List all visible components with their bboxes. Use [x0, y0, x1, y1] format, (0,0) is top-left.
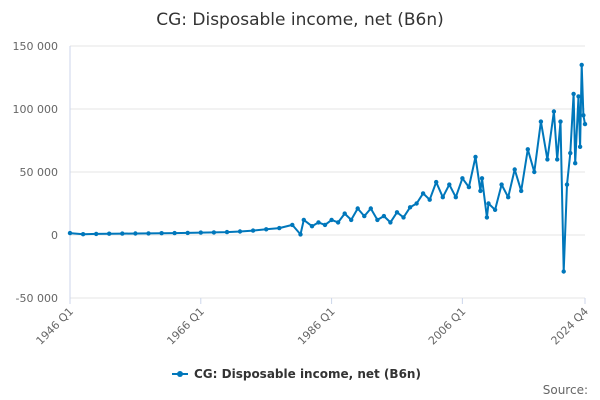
data-point[interactable]	[401, 215, 406, 220]
data-point[interactable]	[250, 228, 256, 233]
data-point[interactable]	[107, 231, 112, 236]
y-tick-label: 50 000	[20, 166, 59, 179]
data-point[interactable]	[427, 197, 432, 202]
y-tick-label: 100 000	[13, 103, 59, 116]
legend[interactable]: CG: Disposable income, net (B6n)	[172, 367, 421, 381]
data-point[interactable]	[80, 232, 86, 237]
data-point[interactable]	[407, 205, 413, 210]
x-tick-label: 1946 Q1	[34, 305, 77, 348]
data-point[interactable]	[538, 119, 544, 124]
grid-layer	[69, 45, 585, 299]
data-point[interactable]	[224, 229, 230, 235]
series-line-0	[69, 63, 586, 273]
data-point[interactable]	[561, 269, 566, 274]
data-point[interactable]	[532, 169, 537, 175]
data-point[interactable]	[381, 213, 387, 219]
data-point[interactable]	[309, 224, 315, 229]
data-point[interactable]	[582, 121, 588, 127]
data-point[interactable]	[434, 179, 439, 185]
data-point[interactable]	[447, 182, 452, 187]
data-point[interactable]	[322, 222, 328, 228]
data-point[interactable]	[473, 154, 478, 160]
data-point[interactable]	[159, 231, 164, 236]
legend-label: CG: Disposable income, net (B6n)	[194, 367, 421, 381]
data-point[interactable]	[555, 157, 560, 162]
data-point[interactable]	[172, 230, 177, 236]
data-point[interactable]	[499, 182, 504, 187]
data-point[interactable]	[316, 220, 321, 225]
data-point[interactable]	[414, 201, 419, 206]
x-tick-label: 2006 Q1	[426, 305, 469, 348]
y-tick-label: -50 000	[16, 292, 58, 305]
data-point[interactable]	[478, 188, 483, 194]
data-point[interactable]	[576, 94, 581, 99]
legend-symbol-marker	[177, 371, 183, 377]
y-tick-label: 150 000	[13, 40, 59, 53]
x-tick-label: 1986 Q1	[295, 305, 338, 348]
data-point[interactable]	[394, 210, 400, 215]
data-point[interactable]	[277, 225, 282, 231]
data-point[interactable]	[519, 188, 524, 194]
data-point[interactable]	[362, 213, 367, 219]
data-point[interactable]	[420, 191, 426, 196]
data-point[interactable]	[329, 217, 334, 223]
data-point[interactable]	[342, 211, 347, 216]
y-tick-label: 0	[51, 229, 58, 242]
data-point[interactable]	[486, 201, 491, 206]
data-point[interactable]	[335, 220, 341, 225]
x-tick-label: 1966 Q1	[164, 305, 207, 348]
data-point[interactable]	[67, 230, 73, 236]
data-point[interactable]	[120, 231, 125, 236]
data-point[interactable]	[133, 231, 138, 236]
data-point[interactable]	[453, 195, 458, 200]
series-layer	[67, 62, 588, 274]
data-point[interactable]	[568, 150, 573, 156]
data-point[interactable]	[479, 176, 485, 181]
x-tick-label: 2024 Q4	[549, 305, 592, 348]
data-point[interactable]	[579, 62, 584, 68]
chart-title: CG: Disposable income, net (B6n)	[156, 10, 444, 30]
data-point[interactable]	[264, 227, 269, 232]
data-point[interactable]	[290, 222, 295, 228]
data-point[interactable]	[388, 220, 393, 225]
data-point[interactable]	[94, 231, 99, 237]
data-point[interactable]	[577, 144, 583, 149]
data-point[interactable]	[573, 161, 578, 166]
data-point[interactable]	[558, 119, 563, 124]
data-point[interactable]	[512, 167, 517, 172]
data-point[interactable]	[525, 147, 530, 152]
data-point[interactable]	[298, 232, 303, 237]
data-point[interactable]	[492, 207, 498, 212]
data-point[interactable]	[581, 113, 586, 118]
data-point[interactable]	[198, 230, 203, 235]
data-point[interactable]	[571, 91, 576, 97]
y-tick-labels: 150 000 100 000 50 000 0 -50 000	[13, 40, 59, 305]
data-point[interactable]	[237, 229, 243, 234]
data-point[interactable]	[375, 217, 380, 223]
data-point[interactable]	[211, 230, 217, 235]
data-point[interactable]	[185, 230, 190, 236]
data-point[interactable]	[506, 195, 511, 200]
data-point[interactable]	[146, 231, 151, 236]
data-point[interactable]	[545, 157, 550, 162]
data-point[interactable]	[301, 217, 306, 223]
data-point[interactable]	[564, 182, 570, 187]
data-point[interactable]	[466, 184, 472, 190]
data-point[interactable]	[460, 176, 465, 181]
data-point[interactable]	[355, 206, 360, 211]
data-point[interactable]	[484, 215, 490, 220]
data-point[interactable]	[551, 109, 557, 114]
data-point[interactable]	[368, 206, 373, 211]
x-tick-labels: 1946 Q1 1966 Q1 1986 Q1 2006 Q1 2024 Q4	[34, 298, 592, 348]
data-point[interactable]	[349, 217, 354, 223]
data-point[interactable]	[440, 195, 445, 200]
source-label: Source:	[543, 383, 588, 397]
